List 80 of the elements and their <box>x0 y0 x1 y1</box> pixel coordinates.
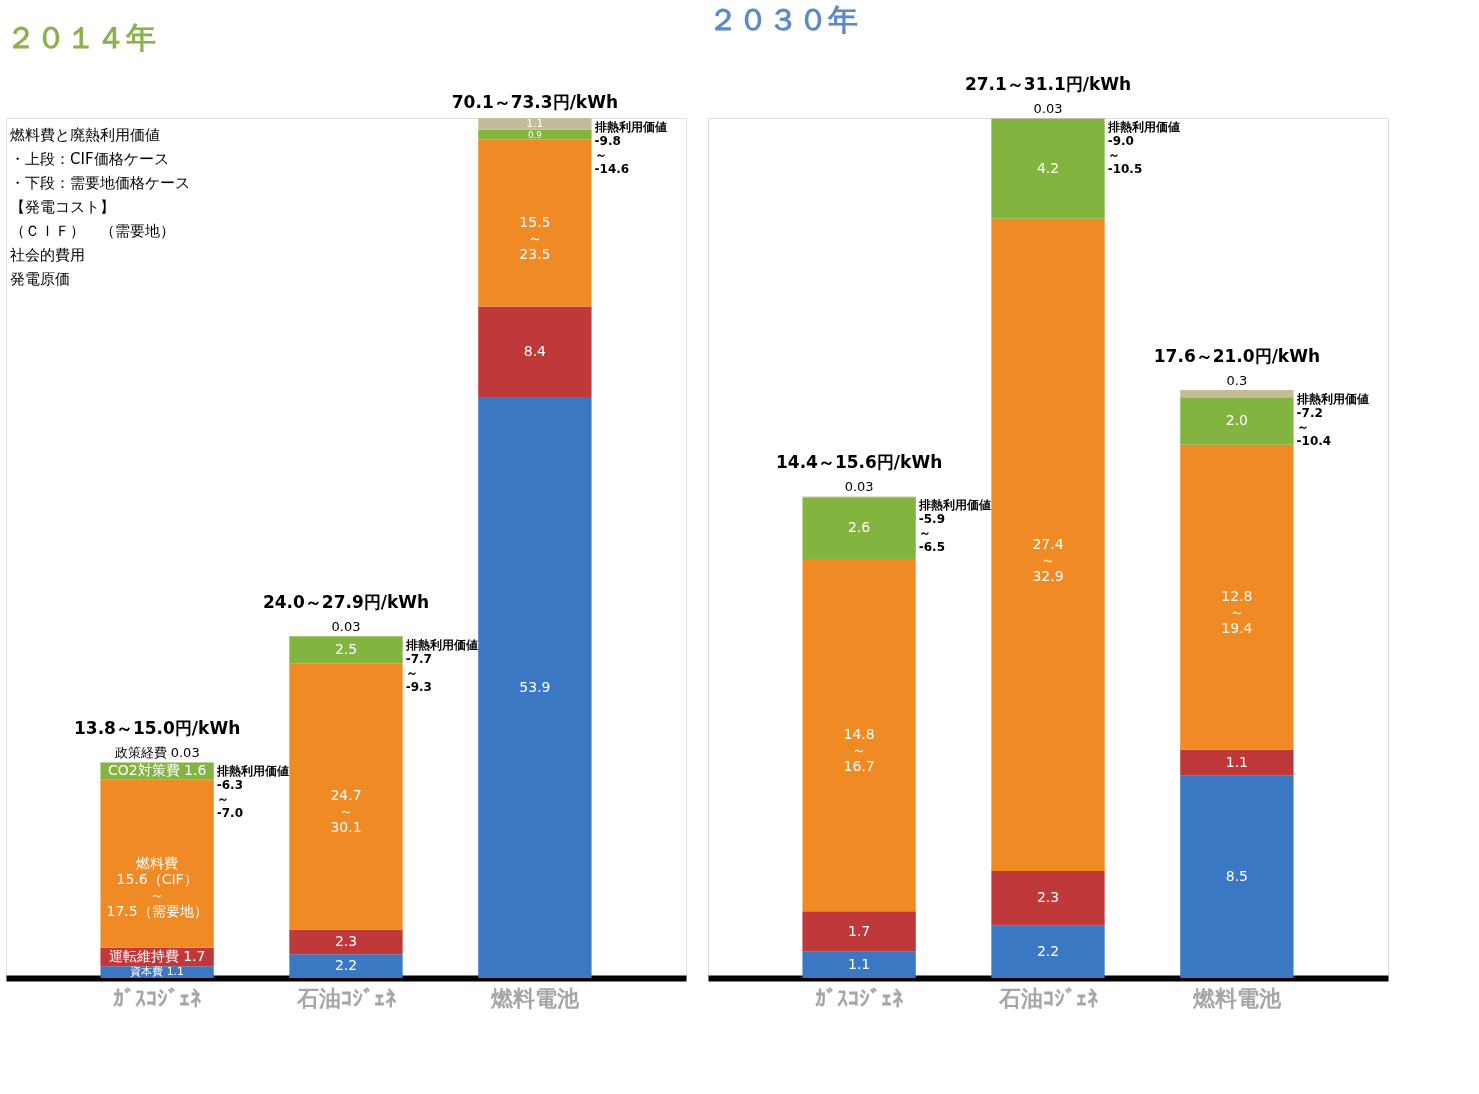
x-tick-label: 燃料電池 <box>1191 985 1282 1011</box>
bar <box>289 663 403 930</box>
data-label: 1.1 <box>847 955 871 972</box>
bar <box>478 139 592 307</box>
chart-title: ２０３０年 <box>708 2 858 37</box>
annotation: 発電原価 <box>10 270 70 288</box>
annotation: 排熱利用価値-9.0～-10.5 <box>1106 120 1180 176</box>
bar <box>289 954 403 978</box>
bar <box>991 870 1105 926</box>
data-label: 0.9 <box>527 129 542 140</box>
data-label: 4.2 <box>1036 159 1060 176</box>
data-label: 8.4 <box>523 342 547 359</box>
annotation: 排熱利用価値-7.7～-9.3 <box>404 638 478 695</box>
bar <box>478 397 592 978</box>
data-label: 8.5 <box>1225 867 1249 884</box>
data-label: 12.8～19.4 <box>1221 588 1253 637</box>
annotation: 排熱利用価値-9.8～-14.6 <box>593 120 667 176</box>
total-label: 27.1～31.1円/kWh <box>964 74 1132 94</box>
data-label: 1.7 <box>847 922 871 939</box>
bar <box>1180 444 1294 750</box>
bar <box>1180 397 1294 445</box>
data-label: 2.2 <box>334 957 358 974</box>
total-label: 24.0～27.9円/kWh <box>262 592 430 613</box>
bar <box>1180 390 1294 398</box>
data-label: 運転維持費 1.7 <box>108 947 206 964</box>
data-label: 0.03 <box>1033 101 1063 116</box>
data-label: 53.9 <box>519 678 551 695</box>
annotation: 排熱利用価値-7.2～-10.4 <box>1295 392 1369 449</box>
bar <box>289 636 403 664</box>
total-label: 17.6～21.0円/kWh <box>1153 346 1321 367</box>
bar <box>289 929 403 955</box>
annotation: 燃料費と廃熱利用価値 <box>10 126 160 144</box>
bar <box>991 118 1105 219</box>
annotation: ・上段：CIF価格ケース <box>10 150 169 168</box>
data-label: 0.03 <box>331 619 361 635</box>
annotation: 【発電コスト】 <box>10 198 115 216</box>
chart-title: ２０１４年 <box>6 20 156 55</box>
data-label: 2.3 <box>334 932 358 949</box>
x-tick-label: ｶﾞｽｺｼﾞｪﾈ <box>113 985 203 1011</box>
bar <box>991 218 1105 871</box>
x-tick-label: ｶﾞｽｺｼﾞｪﾈ <box>815 985 905 1011</box>
data-label: 2.3 <box>1036 889 1060 906</box>
annotation: ・下段：需要地価格ケース <box>10 174 190 192</box>
data-label: 14.8～16.7 <box>843 726 875 775</box>
data-label: 2.6 <box>847 519 871 536</box>
annotation: 排熱利用価値-6.3～-7.0 <box>215 764 289 821</box>
bar <box>802 497 916 560</box>
data-label: 1.1 <box>526 116 544 130</box>
data-label: 0.03 <box>844 479 874 495</box>
data-label: 15.5～23.5 <box>519 214 551 263</box>
total-label: 70.1～73.3円/kWh <box>451 92 619 112</box>
bar <box>100 779 214 948</box>
bar <box>802 951 916 978</box>
data-label: 1.1 <box>1225 753 1249 770</box>
data-label: 政策経費 0.03 <box>114 745 200 761</box>
data-label: 2.0 <box>1225 412 1249 429</box>
data-label: 2.2 <box>1036 942 1060 959</box>
x-tick-label: 石油ｺｼﾞｪﾈ <box>295 985 397 1011</box>
annotation: （ＣＩＦ） （需要地） <box>10 222 175 240</box>
annotation: 社会的費用 <box>10 246 85 264</box>
data-label: 27.4～32.9 <box>1032 535 1064 584</box>
data-label: CO2対策費 1.6 <box>107 762 207 779</box>
data-label: 0.3 <box>1226 373 1248 389</box>
bar <box>478 129 592 140</box>
x-tick-label: 燃料電池 <box>489 985 580 1011</box>
total-label: 13.8～15.0円/kWh <box>73 718 241 739</box>
data-label: 燃料費15.6（CIF）～17.5（需要地） <box>106 854 208 919</box>
total-label: 14.4～15.6円/kWh <box>775 452 943 473</box>
bar <box>802 559 916 912</box>
bar <box>478 306 592 398</box>
bar <box>1180 749 1294 776</box>
annotation: 排熱利用価値-5.9～-6.5 <box>917 498 991 555</box>
bar <box>991 925 1105 978</box>
data-label: 24.7～30.1 <box>330 787 362 836</box>
bar <box>802 911 916 952</box>
data-label: 資本費 1.1 <box>130 965 184 979</box>
x-tick-label: 石油ｺｼﾞｪﾈ <box>997 985 1099 1011</box>
bar <box>478 118 592 130</box>
bar <box>1180 775 1294 978</box>
data-label: 2.5 <box>334 640 358 657</box>
